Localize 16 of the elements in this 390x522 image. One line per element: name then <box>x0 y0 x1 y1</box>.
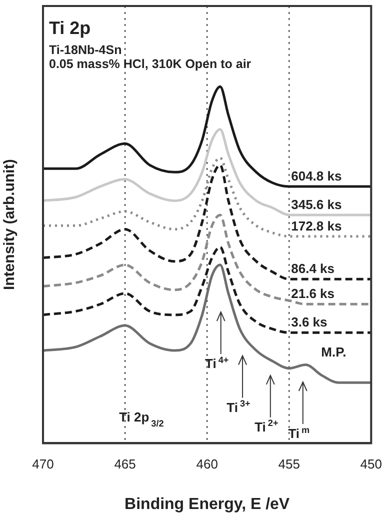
x-tick-label: 455 <box>278 456 300 472</box>
series-label: 604.8 ks <box>291 168 342 184</box>
series-label: 86.4 ks <box>291 261 334 276</box>
chart-title: Ti 2p <box>49 18 91 38</box>
series-label: 3.6 ks <box>291 314 328 330</box>
series-label: 345.6 ks <box>291 196 342 212</box>
x-tick-label: 470 <box>32 456 54 472</box>
x-tick-label: 465 <box>114 456 136 472</box>
x-tick-label: 460 <box>196 456 218 472</box>
x-axis-title: Binding Energy, E /eV <box>124 496 290 513</box>
x-tick-label: 450 <box>360 456 382 472</box>
series-label: M.P. <box>321 344 346 360</box>
series-label: 21.6 ks <box>291 286 334 302</box>
series-label: 172.8 ks <box>291 218 342 234</box>
chart-subtitle: Ti-18Nb-4Sn 0.05 mass% HCl, 310K Open to air <box>49 43 252 71</box>
y-axis-title: Intensity (arb.unit) <box>1 159 18 290</box>
